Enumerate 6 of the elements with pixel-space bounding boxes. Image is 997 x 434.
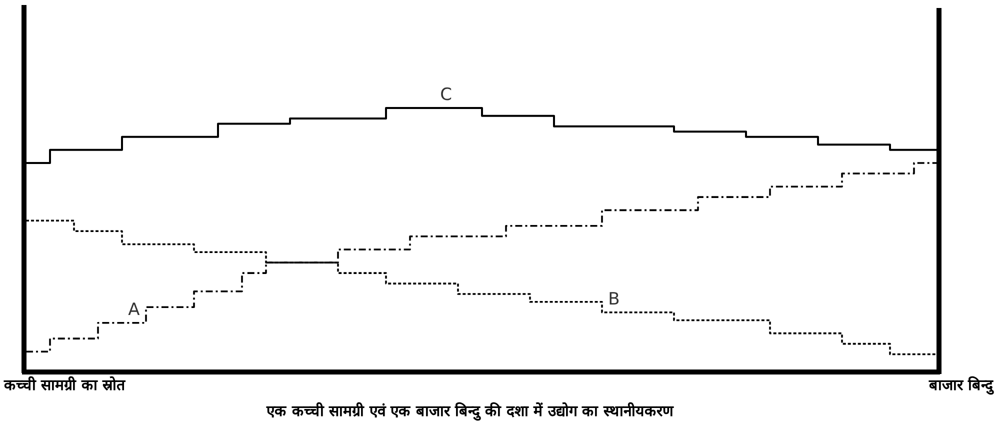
series-label: B	[608, 289, 620, 310]
text: एक कच्ची सामग्री एवं एक बाजार बिन्दु की दशा में उद्योग का स्थानीयकरण	[266, 402, 674, 421]
text: बाजार बिन्दु	[928, 376, 994, 395]
series-label: A	[128, 300, 140, 320]
text: कच्ची सामग्री का स्रोत	[3, 376, 127, 394]
series-label: C	[440, 85, 452, 105]
